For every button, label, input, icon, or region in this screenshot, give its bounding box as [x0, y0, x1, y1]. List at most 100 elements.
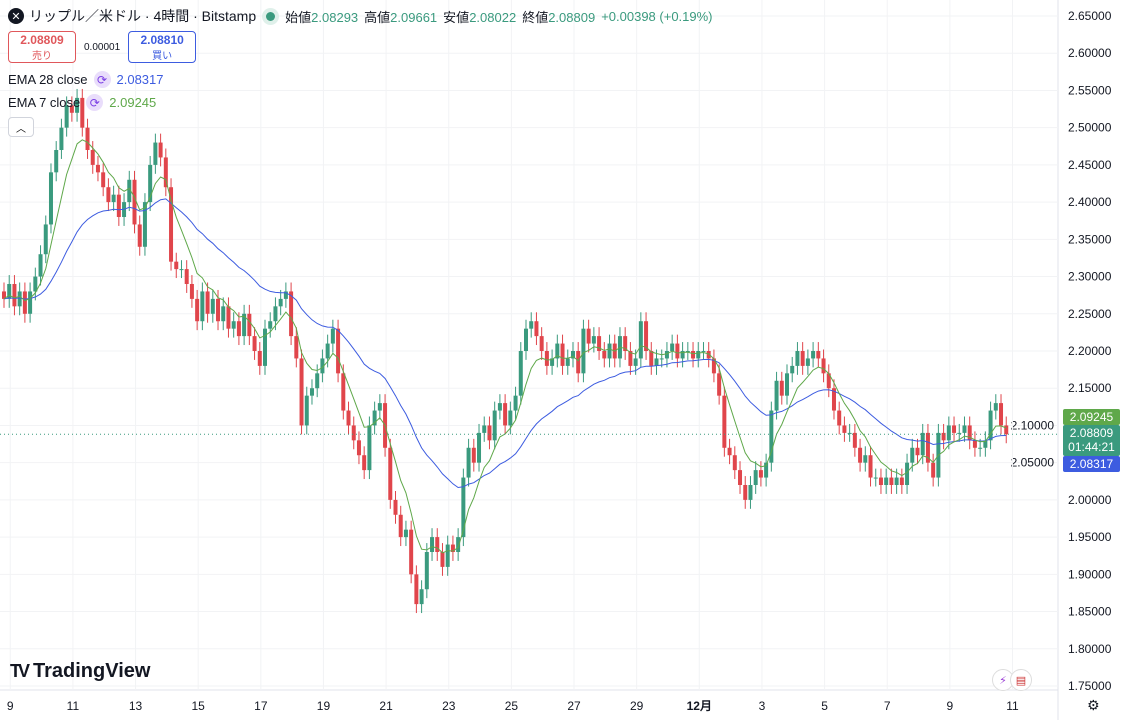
candle-body — [915, 447, 920, 456]
candle-body — [336, 328, 341, 374]
candle-body — [137, 224, 142, 247]
candle-body — [43, 224, 48, 255]
tradingview-logo[interactable]: TV TradingView — [10, 660, 151, 682]
candle-body — [450, 544, 455, 552]
candle-body — [518, 351, 523, 396]
candle-body — [727, 447, 732, 456]
y-tick-label: 1.80000 — [1068, 642, 1112, 656]
candle-body — [591, 336, 596, 344]
candle-body — [983, 440, 988, 448]
candle-body — [889, 477, 894, 485]
chevron-up-icon[interactable]: ︿ — [8, 117, 34, 137]
candle-body — [487, 425, 492, 441]
candle-body — [101, 172, 106, 188]
candle-body — [435, 537, 440, 552]
candle-body — [492, 410, 497, 441]
last-price: 2.08809 — [1069, 426, 1114, 440]
candle-body — [169, 187, 174, 262]
candle-body — [654, 358, 659, 366]
x-tick-label: 15 — [192, 699, 206, 713]
candle-body — [424, 552, 429, 590]
candle-body — [226, 306, 231, 329]
indicator-ema7[interactable]: EMA 7 close ⟳ 2.09245 — [8, 94, 156, 111]
candle-body — [330, 328, 335, 344]
candle-body — [873, 477, 878, 479]
x-tick-label: 5 — [821, 699, 828, 713]
candle-body — [858, 447, 863, 463]
candle-body — [680, 351, 685, 359]
refresh-icon[interactable]: ⟳ — [93, 71, 111, 88]
candle-body — [367, 425, 372, 471]
candle-body — [263, 328, 267, 366]
candle-body — [513, 395, 518, 411]
ema7-label: EMA 7 close — [8, 95, 81, 110]
candle-body — [174, 261, 179, 270]
sell-button[interactable]: 2.08809 売り — [8, 31, 76, 63]
candle-body — [278, 298, 283, 307]
candle-body — [581, 328, 586, 374]
candle-body — [732, 455, 737, 471]
candle-body — [884, 477, 889, 485]
last-price-label: 2.08809 01:44:21 — [1063, 425, 1120, 456]
y-tick-label: 2.30000 — [1068, 270, 1112, 284]
y-tick-label: 2.60000 — [1068, 46, 1112, 60]
change-value: +0.00398 (+0.19%) — [601, 8, 713, 24]
candle-body — [925, 432, 930, 463]
candle-body — [586, 328, 591, 344]
buy-button[interactable]: 2.08810 買い — [128, 31, 197, 63]
candle-body — [607, 343, 612, 359]
candle-body — [774, 380, 779, 411]
x-tick-label: 7 — [884, 699, 891, 713]
brand-name: TradingView — [33, 660, 151, 682]
refresh-icon[interactable]: ⟳ — [86, 94, 104, 111]
x-tick-label: 11 — [67, 699, 80, 713]
y-tick-label: 2.35000 — [1068, 232, 1112, 246]
candle-body — [440, 552, 445, 567]
candle-body — [216, 298, 221, 322]
candle-body — [711, 358, 716, 374]
buy-price: 2.08810 — [140, 32, 184, 47]
candle-body — [430, 537, 435, 552]
candle-body — [758, 470, 763, 478]
candle-body — [769, 410, 774, 463]
candle-body — [878, 477, 883, 485]
indicator-ema28[interactable]: EMA 28 close ⟳ 2.08317 — [8, 71, 164, 88]
x-tick-label: 29 — [630, 699, 644, 713]
ema28-price-label: 2.08317 — [1063, 456, 1120, 472]
market-open-dot-icon — [266, 11, 276, 21]
candle-body — [210, 298, 215, 314]
candle-body — [560, 343, 565, 366]
gear-icon[interactable]: ⚙ — [1087, 697, 1100, 713]
symbol-title[interactable]: リップル／米ドル · 4時間 · Bitstamp — [29, 8, 257, 24]
candle-body — [753, 470, 758, 485]
candle-body — [106, 187, 111, 203]
candle-body — [863, 455, 868, 463]
candle-body — [821, 358, 826, 374]
candle-body — [816, 351, 821, 359]
candle-body — [309, 388, 314, 396]
candle-body — [837, 410, 842, 426]
candle-body — [142, 202, 147, 247]
x-tick-label: 21 — [379, 699, 393, 713]
candle-body — [795, 351, 800, 366]
candle-body — [910, 447, 915, 463]
us-flag-icon[interactable]: ▤ — [1010, 669, 1032, 691]
candle-body — [362, 455, 367, 471]
candle-body — [95, 164, 100, 173]
candle-body — [273, 306, 278, 322]
candle-body — [299, 358, 304, 426]
y-tick-label: 2.50000 — [1068, 121, 1112, 135]
candle-body — [623, 336, 628, 351]
candle-body — [372, 410, 377, 426]
candle-body — [242, 313, 247, 337]
candle-body — [800, 351, 805, 366]
candle-body — [628, 351, 633, 366]
candle-body — [920, 432, 925, 456]
y-tick-label: 1.95000 — [1068, 530, 1112, 544]
candle-body — [148, 164, 153, 203]
candle-body — [351, 425, 356, 441]
candle-body — [748, 485, 753, 500]
candle-body — [539, 336, 544, 351]
x-tick-label: 13 — [129, 699, 143, 713]
